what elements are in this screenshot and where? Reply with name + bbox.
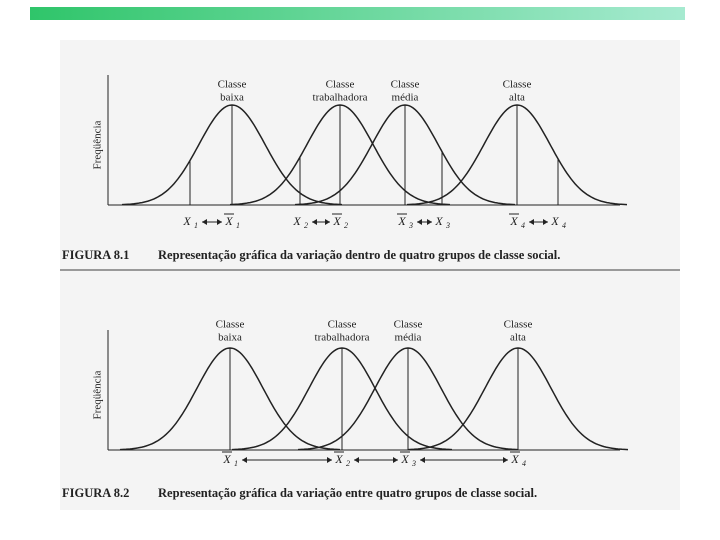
x-label-letter: X bbox=[397, 214, 406, 228]
caption: Representação gráfica da variação entre … bbox=[158, 486, 537, 500]
x-label-sub: 4 bbox=[522, 459, 526, 468]
group-label: Classe bbox=[328, 319, 357, 331]
x-label-sub: 3 bbox=[408, 221, 413, 230]
arrow-head bbox=[420, 457, 425, 463]
header-bar bbox=[30, 7, 685, 20]
arrow-head bbox=[312, 219, 317, 225]
x-label-sub: 1 bbox=[234, 459, 238, 468]
group-label: Classe bbox=[218, 79, 247, 91]
arrow-head bbox=[427, 219, 432, 225]
x-label-letter: X bbox=[332, 214, 341, 228]
group-label: Classe bbox=[503, 79, 532, 91]
y-axis-label: Freqüência bbox=[92, 370, 104, 419]
arrow-head bbox=[327, 457, 332, 463]
arrow-head bbox=[529, 219, 534, 225]
group-label: média bbox=[395, 332, 422, 344]
x-label-letter: X bbox=[509, 214, 518, 228]
arrow-head bbox=[393, 457, 398, 463]
x-label-sub: 3 bbox=[411, 459, 416, 468]
group-label: baixa bbox=[220, 92, 244, 104]
group-label: Classe bbox=[216, 319, 245, 331]
x-label-letter: X bbox=[550, 214, 559, 228]
group-label: trabalhadora bbox=[315, 332, 370, 344]
x-label-sub: 2 bbox=[344, 221, 348, 230]
x-label-sub: 2 bbox=[346, 459, 350, 468]
y-axis-label: Freqüência bbox=[92, 120, 104, 169]
arrow-head bbox=[217, 219, 222, 225]
group-label: Classe bbox=[326, 79, 355, 91]
x-label-sub: 4 bbox=[562, 221, 566, 230]
x-label-sub: 3 bbox=[445, 221, 450, 230]
x-label-letter: X bbox=[400, 452, 409, 466]
arrow-head bbox=[503, 457, 508, 463]
x-label-letter: X bbox=[182, 214, 191, 228]
group-label: alta bbox=[510, 332, 526, 344]
group-label: média bbox=[392, 92, 419, 104]
x-label-sub: 4 bbox=[521, 221, 525, 230]
x-label-letter: X bbox=[222, 452, 231, 466]
arrow-head bbox=[325, 219, 330, 225]
caption-number: FIGURA 8.2 bbox=[62, 486, 129, 500]
arrow-head bbox=[417, 219, 422, 225]
group-label: Classe bbox=[391, 79, 420, 91]
group-label: Classe bbox=[394, 319, 423, 331]
x-label-letter: X bbox=[334, 452, 343, 466]
group-label: baixa bbox=[218, 332, 242, 344]
arrow-head bbox=[202, 219, 207, 225]
arrow-head bbox=[354, 457, 359, 463]
arrow-head bbox=[543, 219, 548, 225]
group-label: Classe bbox=[504, 319, 533, 331]
x-label-letter: X bbox=[510, 452, 519, 466]
x-label-sub: 2 bbox=[304, 221, 308, 230]
x-label-letter: X bbox=[292, 214, 301, 228]
group-label: alta bbox=[509, 92, 525, 104]
group-label: trabalhadora bbox=[313, 92, 368, 104]
x-label-letter: X bbox=[224, 214, 233, 228]
x-label-sub: 1 bbox=[194, 221, 198, 230]
caption: Representação gráfica da variação dentro… bbox=[158, 248, 560, 262]
caption-number: FIGURA 8.1 bbox=[62, 248, 129, 262]
x-label-sub: 1 bbox=[236, 221, 240, 230]
scan bbox=[60, 40, 680, 510]
x-label-letter: X bbox=[434, 214, 443, 228]
arrow-head bbox=[242, 457, 247, 463]
